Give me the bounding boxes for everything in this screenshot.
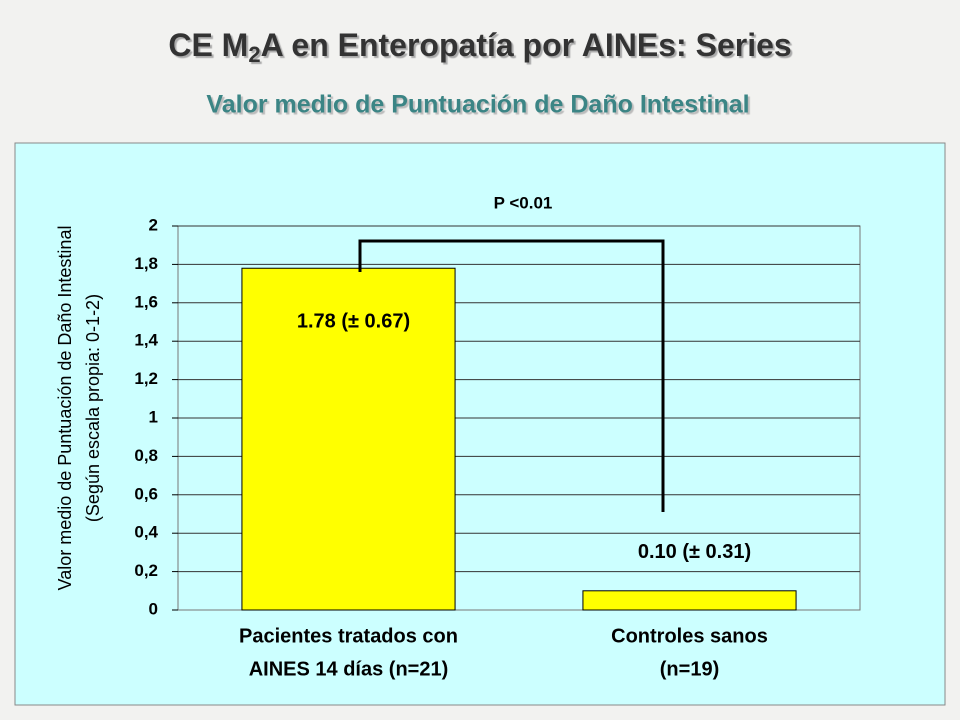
x-tick-label: Pacientes tratados con [239, 625, 458, 647]
x-tick-label: AINES 14 días (n=21) [249, 658, 449, 680]
y-tick-label: 2 [149, 215, 158, 234]
x-tick-label: Controles sanos [611, 625, 768, 647]
x-tick-label: (n=19) [660, 658, 719, 680]
chart-subtitle: Valor medio de Puntuación de Daño Intest… [206, 91, 749, 119]
y-tick-label: 0,4 [134, 523, 158, 542]
y-tick-label: 0,6 [134, 484, 158, 503]
y-tick-label: 1,4 [134, 331, 158, 350]
title-part: CE M [168, 27, 248, 63]
y-tick-label: 1 [149, 407, 158, 426]
y-axis-label: Valor medio de Puntuación de Daño Intest… [55, 226, 75, 591]
y-tick-label: 1,6 [134, 292, 158, 311]
value-label: 1.78 (± 0.67) [297, 310, 410, 332]
title-subscript: 2 [248, 42, 260, 67]
chart-title: CE M2A en Enteropatía por AINEs: Series [168, 27, 791, 66]
y-tick-label: 0,2 [134, 561, 158, 580]
y-tick-label: 1,2 [134, 369, 158, 388]
y-tick-label: 0 [149, 599, 158, 618]
y-tick-label: 0,8 [134, 446, 158, 465]
bar [241, 267, 456, 611]
y-axis-label: (Según escala propia: 0-1-2) [83, 294, 103, 522]
title-part: A en Enteropatía por AINEs: Series [261, 27, 792, 63]
bar [582, 590, 797, 611]
significance-bracket [358, 239, 665, 512]
value-label: 0.10 (± 0.31) [638, 541, 751, 563]
y-tick-label: 1,8 [134, 254, 158, 273]
annotation: P <0.01 [494, 193, 553, 212]
